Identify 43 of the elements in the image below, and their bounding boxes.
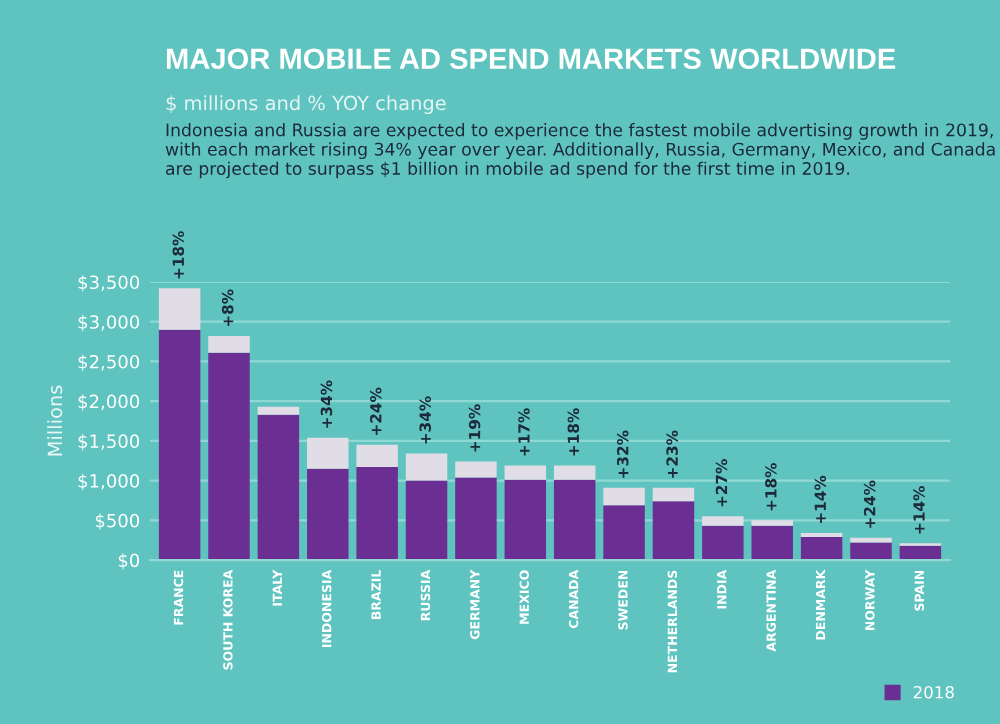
- bar: [702, 525, 744, 561]
- bar: [158, 329, 201, 561]
- y-tick-label: $0: [118, 553, 140, 570]
- bar: [257, 414, 300, 561]
- bar: [208, 352, 250, 561]
- bar: [455, 461, 497, 478]
- y-tick-label: $500: [95, 513, 140, 530]
- bar: [899, 545, 942, 561]
- bar: [553, 479, 596, 561]
- legend-label: 2018: [913, 685, 954, 699]
- bar: [208, 336, 250, 353]
- y-tick-label: $1,000: [78, 473, 140, 491]
- chart-title: MAJOR MOBILE AD SPEND MARKETS WORLDWIDE: [166, 48, 896, 70]
- bar: [652, 487, 695, 502]
- y-tick-label: $1,500: [78, 434, 140, 451]
- y-axis-title: Millions: [47, 385, 63, 456]
- bar: [356, 444, 398, 468]
- text: Indonesia and Russia are expected to experience the fastest mobile advertising growth in 2019, with each market rising 34% year over year. Additionally, Russia, Germany, Mexico, and Canada are projected to surpass $1 billion in mobile ad spend for the first time in 2019.: [165, 123, 995, 179]
- bar: [257, 406, 300, 415]
- bar: [504, 465, 547, 480]
- bar: [553, 465, 596, 480]
- bar: [307, 437, 349, 469]
- bar: [504, 479, 547, 561]
- chart-subtitle: $ millions and % YOY change: [166, 95, 446, 115]
- y-tick-label: $2,000: [78, 394, 140, 411]
- bar: [800, 536, 843, 561]
- bar: [603, 487, 645, 506]
- bar: [356, 467, 398, 561]
- bar: [307, 468, 349, 561]
- y-tick-label: $3,000: [78, 314, 140, 332]
- bar: [158, 288, 201, 330]
- bar: [702, 516, 744, 526]
- bar: [603, 505, 645, 561]
- bar: [652, 501, 695, 561]
- bar: [850, 537, 892, 543]
- bar: [455, 477, 497, 561]
- bar: [751, 520, 793, 526]
- y-tick-label: $3,500: [78, 275, 140, 292]
- bar: [405, 480, 448, 561]
- bar: [850, 542, 892, 561]
- bar: [405, 453, 448, 481]
- bar: [751, 525, 793, 561]
- y-tick-label: $2,500: [78, 354, 140, 371]
